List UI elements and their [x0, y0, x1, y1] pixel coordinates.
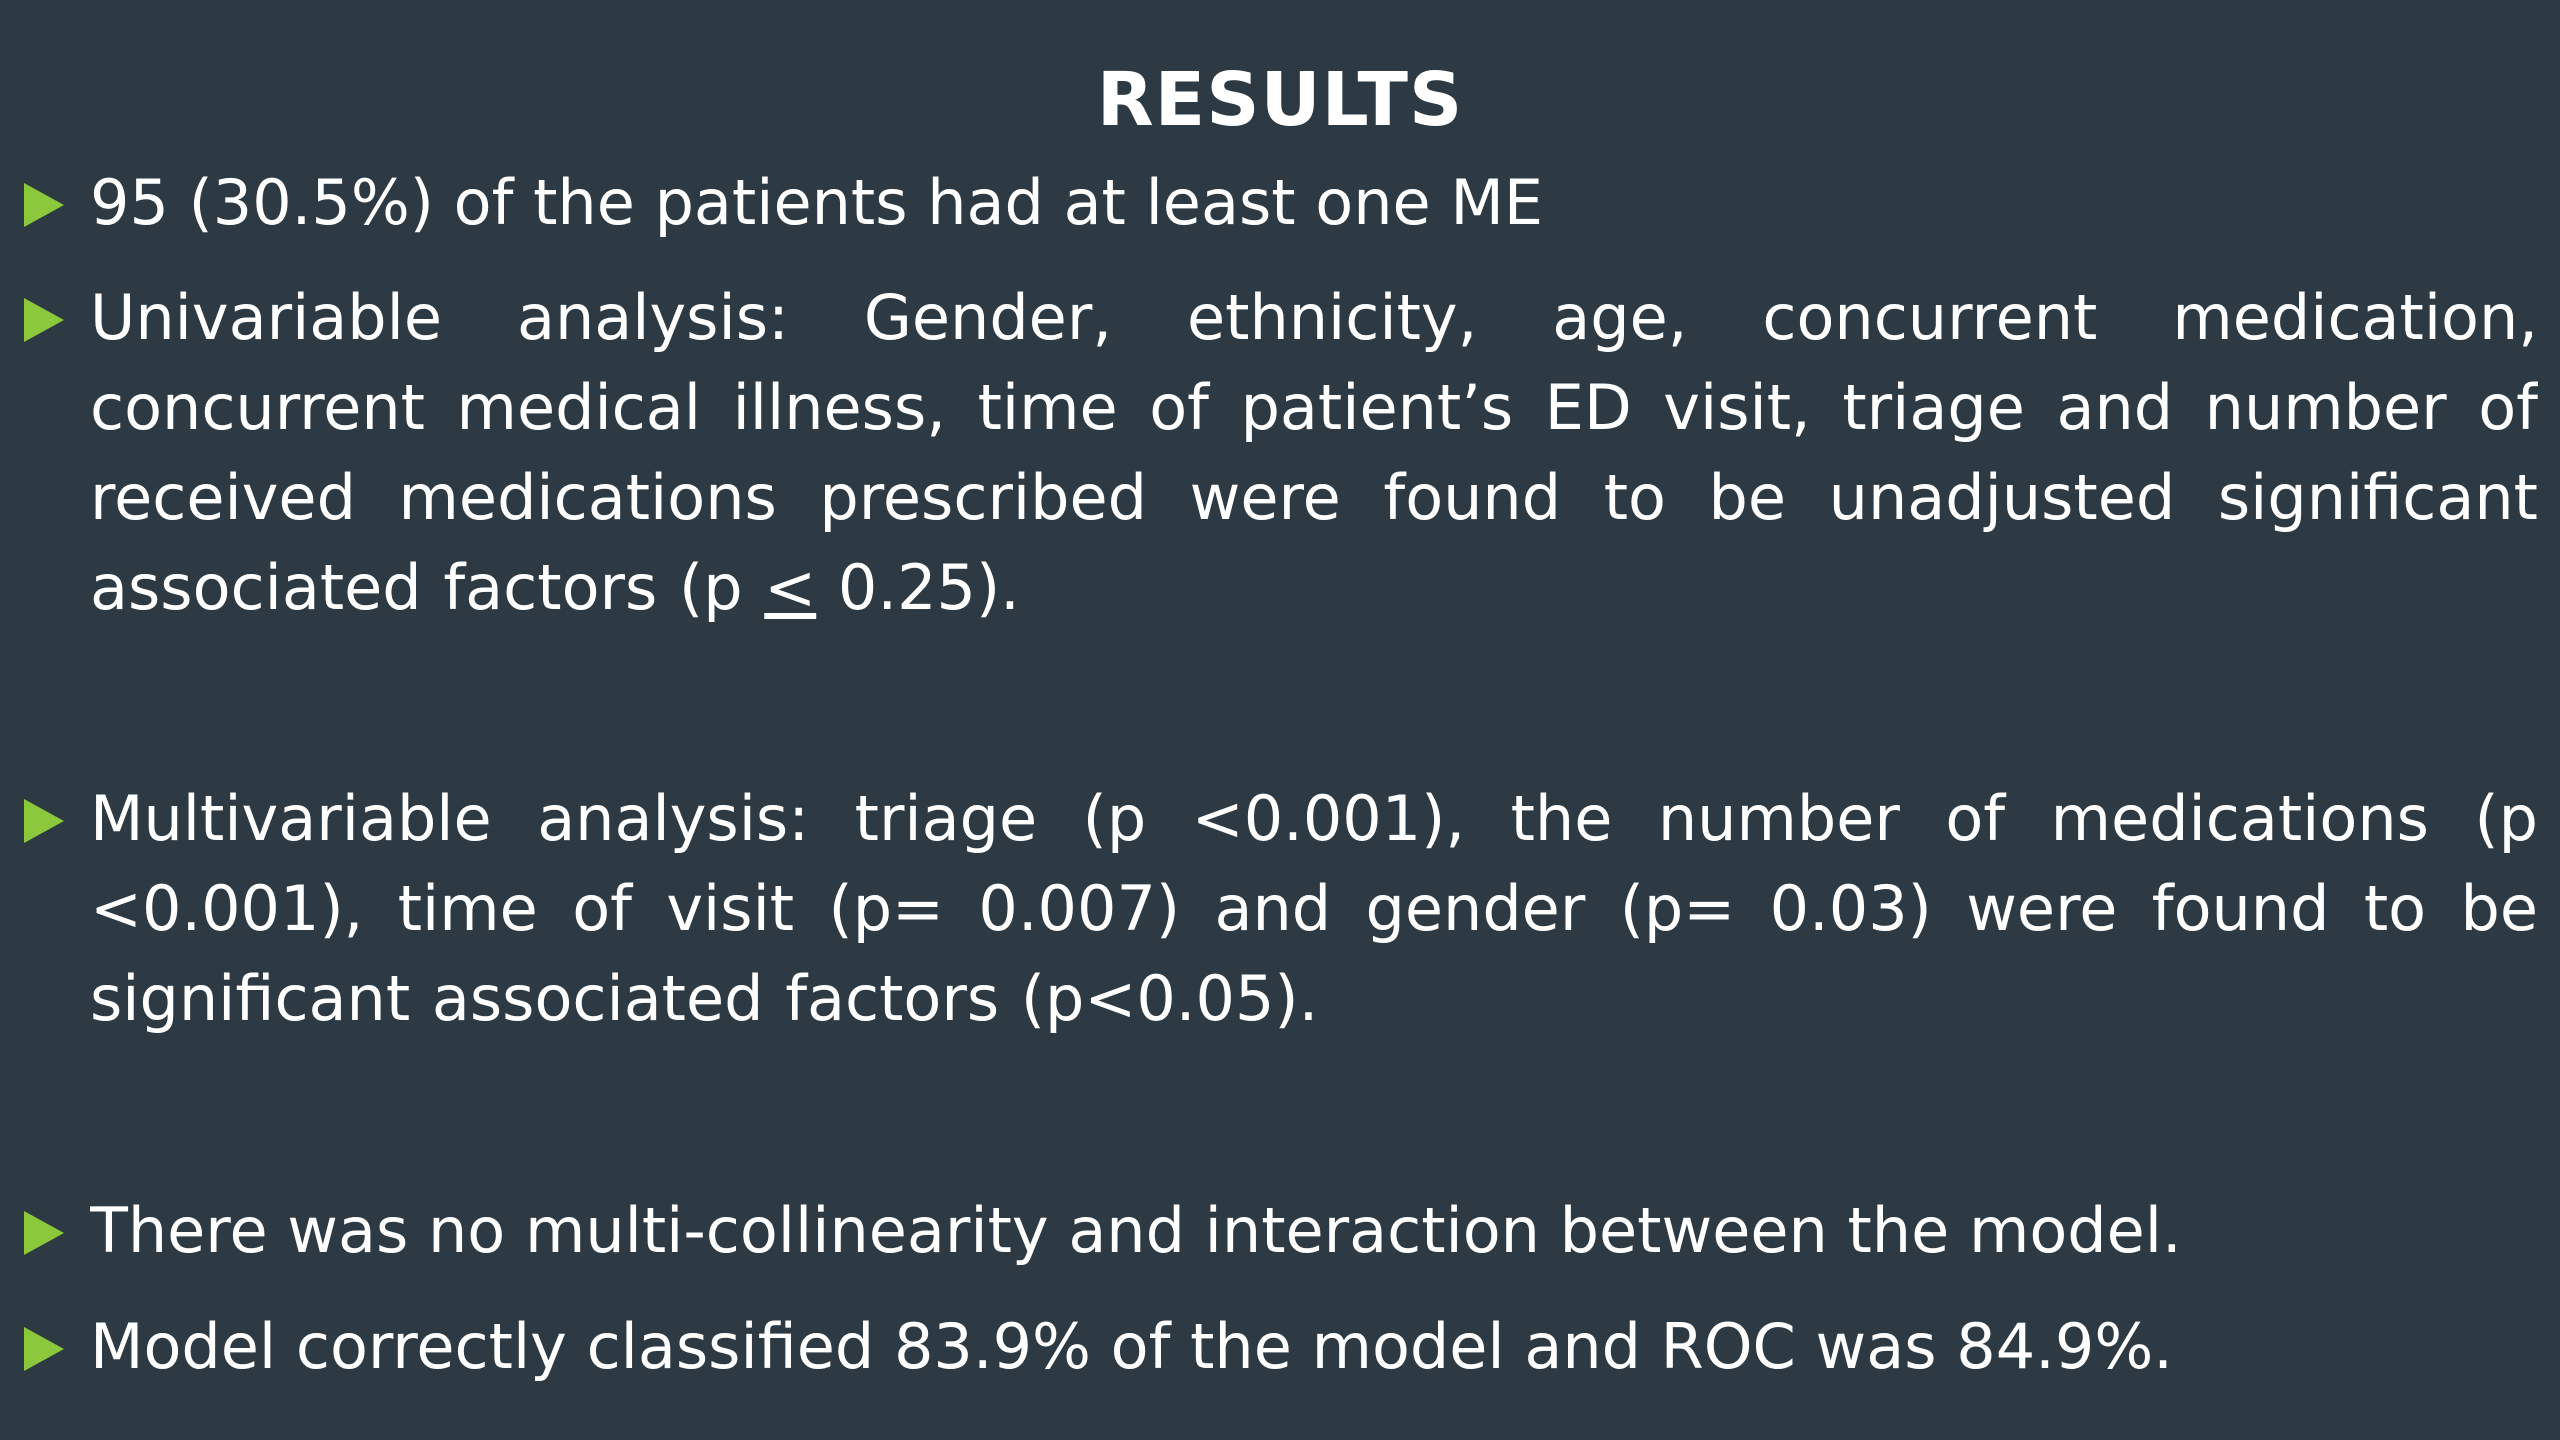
less-or-equal-symbol: <	[764, 551, 817, 624]
bullet-text: Model correctly classified 83.9% of the …	[90, 1310, 2173, 1383]
bullet-arrow-icon	[24, 1327, 64, 1371]
bullet-text-part: 0.25).	[816, 551, 1020, 624]
bullet-arrow-icon	[24, 298, 64, 342]
bullet-arrow-icon	[24, 183, 64, 227]
bullet-text: 95 (30.5%) of the patients had at least …	[90, 166, 1544, 239]
bullet-arrow-icon	[24, 799, 64, 843]
bullet-text: There was no multi-collinearity and inte…	[90, 1194, 2182, 1267]
bullet-text: Multivariable analysis: triage (p <0.001…	[90, 782, 2538, 1035]
slide-title: RESULTS	[1096, 57, 1464, 143]
bullet-text: Univariable analysis: Gender, ethnicity,…	[90, 273, 2538, 633]
bullet-text-part: Univariable analysis: Gender, ethnicity,…	[90, 281, 2538, 624]
bullet-arrow-icon	[24, 1211, 64, 1255]
